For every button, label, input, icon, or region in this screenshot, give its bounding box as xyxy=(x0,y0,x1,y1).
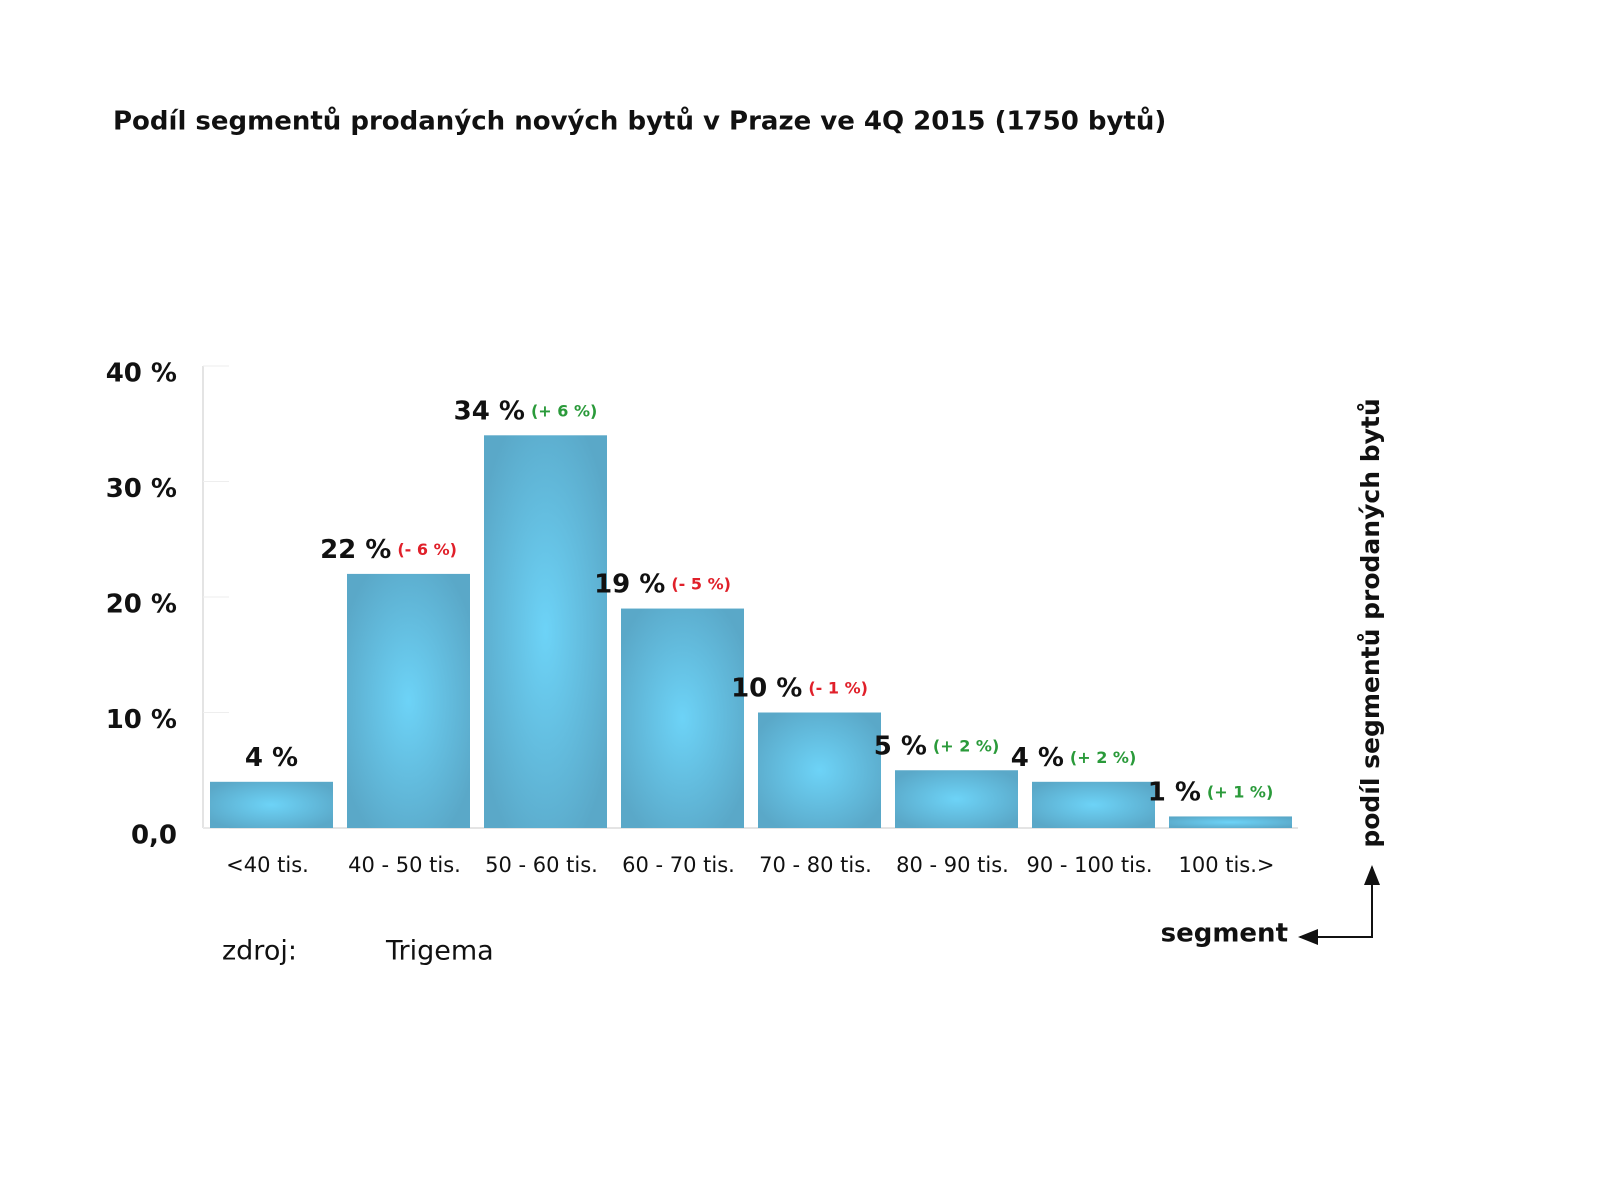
source-label: zdroj: xyxy=(222,936,297,967)
data-label: 1 % (+ 1 %) xyxy=(1148,777,1274,807)
x-tick-label: 60 - 70 tis. xyxy=(622,853,735,877)
y-tick-label: 30 % xyxy=(106,474,177,504)
bar xyxy=(484,435,607,828)
value-label: 4 % xyxy=(1011,742,1064,772)
x-tick-label: 50 - 60 tis. xyxy=(485,853,598,877)
bar xyxy=(1169,816,1292,828)
x-tick-label: 100 tis.> xyxy=(1178,853,1274,877)
change-label: (+ 6 %) xyxy=(531,401,597,420)
change-label: (+ 2 %) xyxy=(933,736,999,755)
x-tick-label: 70 - 80 tis. xyxy=(759,853,872,877)
data-label: 5 % (+ 2 %) xyxy=(874,731,1000,761)
value-label: 5 % xyxy=(874,731,927,761)
y-tick-label: 0,0 xyxy=(131,821,177,851)
y-tick-label: 20 % xyxy=(106,590,177,620)
change-label: (+ 1 %) xyxy=(1207,782,1273,801)
data-label: 22 % (- 6 %) xyxy=(320,534,457,564)
data-label: 10 % (- 1 %) xyxy=(731,673,868,703)
change-label: (+ 2 %) xyxy=(1070,747,1136,766)
x-tick-label: 40 - 50 tis. xyxy=(348,853,461,877)
value-label: 19 % xyxy=(594,569,665,599)
bar xyxy=(210,781,333,828)
bar xyxy=(1032,781,1155,828)
data-label: 4 % (+ 2 %) xyxy=(1011,742,1137,772)
x-tick-label: <40 tis. xyxy=(226,853,309,877)
source: Trigema xyxy=(385,936,494,967)
change-label: (- 1 %) xyxy=(808,678,868,697)
value-label: 34 % xyxy=(454,396,525,426)
data-label: 34 % (+ 6 %) xyxy=(454,396,598,426)
y-tick-label: 40 % xyxy=(106,359,177,389)
axis-arrow xyxy=(1298,875,1373,945)
change-label: (- 5 %) xyxy=(671,574,731,593)
value-label: 10 % xyxy=(731,673,802,703)
bar xyxy=(895,770,1018,828)
change-label: (- 6 %) xyxy=(397,539,457,558)
chart-title: Podíl segmentů prodaných nových bytů v P… xyxy=(113,106,1166,137)
value-label: 1 % xyxy=(1148,777,1201,807)
x-axis-label: segment xyxy=(1161,919,1288,949)
y-axis-label: podíl segmentů prodaných bytů xyxy=(1356,398,1385,847)
y-tick-label: 10 % xyxy=(106,705,177,735)
value-label: 22 % xyxy=(320,534,391,564)
x-tick-label: 90 - 100 tis. xyxy=(1026,853,1152,877)
bar xyxy=(758,712,881,828)
bar xyxy=(621,608,744,828)
value-label: 4 % xyxy=(245,742,298,772)
data-label: 4 % xyxy=(245,742,298,772)
bar xyxy=(347,573,470,828)
data-label: 19 % (- 5 %) xyxy=(594,569,731,599)
x-tick-label: 80 - 90 tis. xyxy=(896,853,1009,877)
